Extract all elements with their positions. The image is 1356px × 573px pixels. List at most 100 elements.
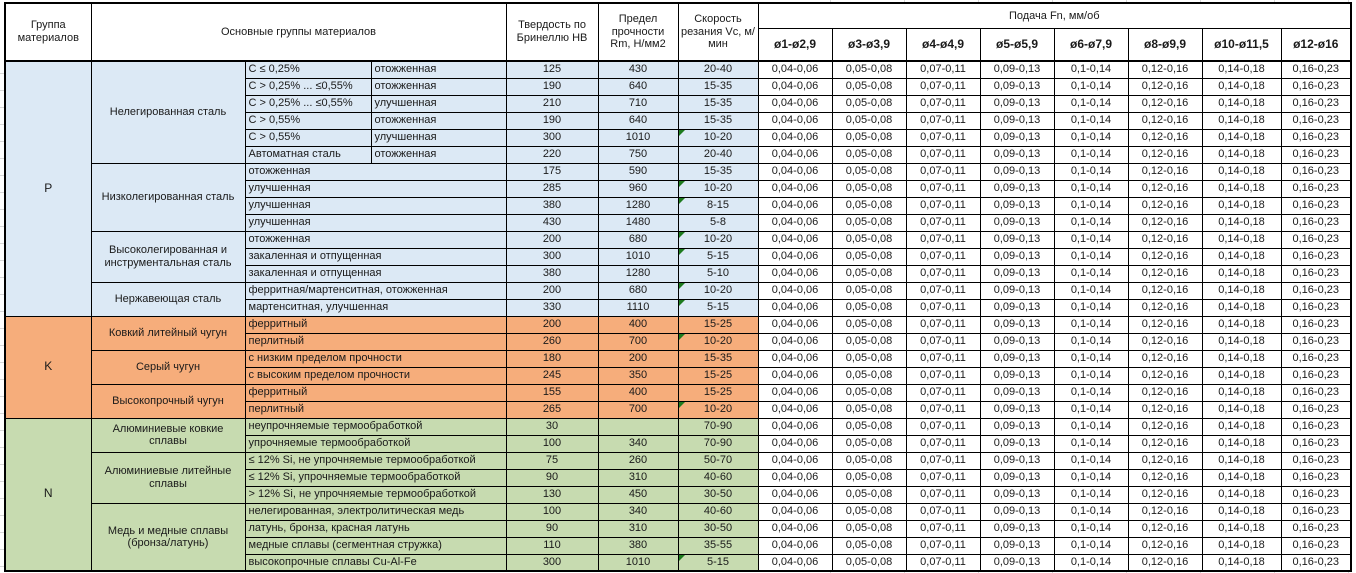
feed-cell[interactable]: 0,07-0,11 — [905, 128, 981, 147]
feed-cell[interactable]: 0,1-0,14 — [1053, 111, 1129, 130]
feed-cell[interactable]: 0,1-0,14 — [1053, 145, 1129, 164]
state-cell[interactable]: ≤ 12% Si, упрочняемые термообработкой — [244, 468, 507, 487]
hardness-cell[interactable]: 430 — [505, 213, 599, 232]
feed-cell[interactable]: 0,12-0,16 — [1127, 366, 1203, 385]
feed-cell[interactable]: 0,12-0,16 — [1127, 451, 1203, 470]
spec-cell[interactable]: С > 0,55% — [244, 111, 372, 130]
feed-cell[interactable]: 0,1-0,14 — [1053, 196, 1129, 215]
feed-diameter-header[interactable]: ø12-ø16 — [1280, 28, 1352, 62]
strength-cell[interactable]: 400 — [597, 383, 679, 402]
feed-cell[interactable]: 0,16-0,23 — [1280, 400, 1352, 419]
state-cell[interactable]: > 12% Si, не упрочняемые термообработкой — [244, 485, 507, 504]
strength-cell[interactable]: 680 — [597, 230, 679, 249]
strength-cell[interactable]: 680 — [597, 281, 679, 300]
strength-cell[interactable]: 700 — [597, 332, 679, 351]
feed-cell[interactable]: 0,04-0,06 — [757, 468, 833, 487]
feed-cell[interactable]: 0,09-0,13 — [979, 247, 1055, 266]
feed-cell[interactable]: 0,16-0,23 — [1280, 519, 1352, 538]
header-materials-col[interactable]: Основные группы материалов — [90, 2, 507, 62]
feed-cell[interactable]: 0,04-0,06 — [757, 400, 833, 419]
subgroup-name-cell[interactable]: Высоколегированная и инструментальная ст… — [90, 230, 246, 283]
strength-cell[interactable]: 700 — [597, 400, 679, 419]
group-letter-cell[interactable]: K — [4, 315, 92, 419]
feed-cell[interactable]: 0,04-0,06 — [757, 179, 833, 198]
speed-cell[interactable]: 15-25 — [677, 366, 759, 385]
subgroup-name-cell[interactable]: Нержавеющая сталь — [90, 281, 246, 317]
feed-cell[interactable]: 0,12-0,16 — [1127, 349, 1203, 368]
feed-cell[interactable]: 0,14-0,18 — [1201, 536, 1282, 555]
speed-cell[interactable]: 5-15 — [677, 298, 759, 317]
feed-cell[interactable]: 0,09-0,13 — [979, 264, 1055, 283]
feed-cell[interactable]: 0,05-0,08 — [831, 111, 907, 130]
feed-cell[interactable]: 0,04-0,06 — [757, 77, 833, 96]
feed-cell[interactable]: 0,12-0,16 — [1127, 383, 1203, 402]
feed-cell[interactable]: 0,05-0,08 — [831, 145, 907, 164]
feed-cell[interactable]: 0,12-0,16 — [1127, 485, 1203, 504]
hardness-cell[interactable]: 245 — [505, 366, 599, 385]
feed-cell[interactable]: 0,04-0,06 — [757, 247, 833, 266]
strength-cell[interactable]: 340 — [597, 434, 679, 453]
speed-cell[interactable]: 10-20 — [677, 179, 759, 198]
feed-cell[interactable]: 0,1-0,14 — [1053, 383, 1129, 402]
feed-cell[interactable]: 0,07-0,11 — [905, 162, 981, 181]
hardness-cell[interactable]: 190 — [505, 77, 599, 96]
feed-cell[interactable]: 0,09-0,13 — [979, 400, 1055, 419]
feed-cell[interactable]: 0,07-0,11 — [905, 383, 981, 402]
feed-cell[interactable]: 0,1-0,14 — [1053, 77, 1129, 96]
speed-cell[interactable]: 30-50 — [677, 519, 759, 538]
feed-cell[interactable]: 0,07-0,11 — [905, 485, 981, 504]
state-cell[interactable]: улучшенная — [370, 128, 507, 147]
feed-cell[interactable]: 0,16-0,23 — [1280, 128, 1352, 147]
speed-cell[interactable]: 35-55 — [677, 536, 759, 555]
feed-cell[interactable]: 0,07-0,11 — [905, 264, 981, 283]
feed-cell[interactable]: 0,04-0,06 — [757, 281, 833, 300]
feed-cell[interactable]: 0,07-0,11 — [905, 315, 981, 334]
feed-cell[interactable]: 0,14-0,18 — [1201, 451, 1282, 470]
feed-cell[interactable]: 0,14-0,18 — [1201, 468, 1282, 487]
feed-diameter-header[interactable]: ø3-ø3,9 — [831, 28, 907, 62]
spec-cell[interactable]: С > 0,25% ... ≤0,55% — [244, 94, 372, 113]
feed-cell[interactable]: 0,04-0,06 — [757, 434, 833, 453]
speed-cell[interactable]: 10-20 — [677, 281, 759, 300]
feed-cell[interactable]: 0,05-0,08 — [831, 179, 907, 198]
state-cell[interactable]: нелегированная, электролитическая медь — [244, 502, 507, 521]
feed-diameter-header[interactable]: ø4-ø4,9 — [905, 28, 981, 62]
feed-cell[interactable]: 0,04-0,06 — [757, 94, 833, 113]
feed-cell[interactable]: 0,12-0,16 — [1127, 111, 1203, 130]
strength-cell[interactable]: 310 — [597, 519, 679, 538]
feed-cell[interactable]: 0,04-0,06 — [757, 366, 833, 385]
hardness-cell[interactable]: 180 — [505, 349, 599, 368]
feed-cell[interactable]: 0,1-0,14 — [1053, 485, 1129, 504]
feed-cell[interactable]: 0,05-0,08 — [831, 434, 907, 453]
feed-cell[interactable]: 0,07-0,11 — [905, 298, 981, 317]
state-cell[interactable]: ≤ 12% Si, не упрочняемые термообработкой — [244, 451, 507, 470]
feed-cell[interactable]: 0,07-0,11 — [905, 179, 981, 198]
feed-cell[interactable]: 0,1-0,14 — [1053, 179, 1129, 198]
feed-cell[interactable]: 0,14-0,18 — [1201, 485, 1282, 504]
speed-cell[interactable]: 15-25 — [677, 315, 759, 334]
feed-cell[interactable]: 0,09-0,13 — [979, 94, 1055, 113]
feed-cell[interactable]: 0,05-0,08 — [831, 315, 907, 334]
feed-cell[interactable]: 0,14-0,18 — [1201, 230, 1282, 249]
speed-cell[interactable]: 10-20 — [677, 230, 759, 249]
feed-cell[interactable]: 0,04-0,06 — [757, 230, 833, 249]
speed-cell[interactable]: 50-70 — [677, 451, 759, 470]
hardness-cell[interactable]: 330 — [505, 298, 599, 317]
feed-cell[interactable]: 0,04-0,06 — [757, 264, 833, 283]
feed-cell[interactable]: 0,14-0,18 — [1201, 60, 1282, 79]
strength-cell[interactable]: 450 — [597, 485, 679, 504]
feed-cell[interactable]: 0,05-0,08 — [831, 213, 907, 232]
feed-cell[interactable]: 0,05-0,08 — [831, 298, 907, 317]
feed-cell[interactable]: 0,07-0,11 — [905, 417, 981, 436]
feed-cell[interactable]: 0,16-0,23 — [1280, 196, 1352, 215]
feed-cell[interactable]: 0,05-0,08 — [831, 400, 907, 419]
feed-cell[interactable]: 0,12-0,16 — [1127, 128, 1203, 147]
strength-cell[interactable]: 640 — [597, 77, 679, 96]
strength-cell[interactable]: 340 — [597, 502, 679, 521]
feed-cell[interactable]: 0,09-0,13 — [979, 349, 1055, 368]
feed-cell[interactable]: 0,05-0,08 — [831, 536, 907, 555]
feed-cell[interactable]: 0,05-0,08 — [831, 468, 907, 487]
hardness-cell[interactable]: 300 — [505, 553, 599, 572]
subgroup-name-cell[interactable]: Серый чугун — [90, 349, 246, 385]
strength-cell[interactable]: 1280 — [597, 196, 679, 215]
